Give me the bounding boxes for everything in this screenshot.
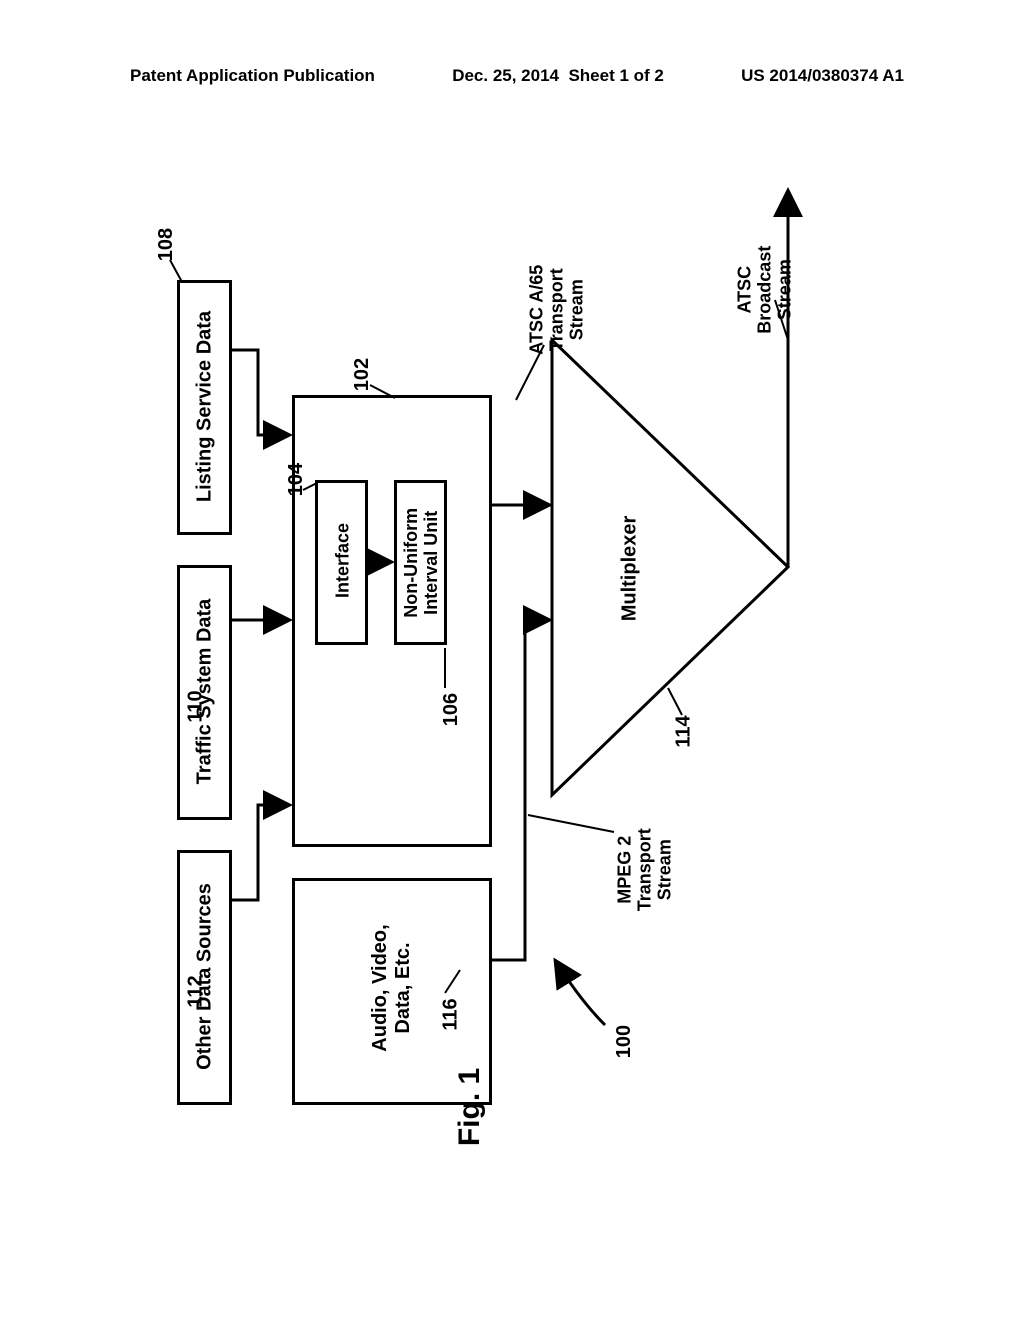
multiplexer-label: Multiplexer (619, 494, 642, 644)
diagram-lines (0, 0, 1024, 1320)
a65-stream-label: ATSC A/65 Transport Stream (527, 245, 586, 375)
broadcast-stream-label: ATSC Broadcast Stream (735, 225, 794, 355)
ref-110: 110 (185, 690, 208, 722)
ref-112: 112 (185, 975, 208, 1007)
mpeg2-stream-label: MPEG 2 Transport Stream (615, 805, 674, 935)
ref-106: 106 (440, 693, 463, 726)
ref-104: 104 (285, 463, 308, 496)
ref-102: 102 (351, 358, 374, 391)
ref-116: 116 (440, 998, 463, 1030)
ref-114: 114 (673, 715, 696, 747)
diagram-canvas: Listing Service Data Traffic System Data… (0, 0, 1024, 1320)
figure-label: Fig. 1 (453, 1037, 487, 1177)
ref-108: 108 (155, 228, 178, 261)
interface-label: Interface (333, 496, 354, 626)
page: Patent Application Publication Dec. 25, … (0, 0, 1024, 1320)
ref-100: 100 (613, 1025, 636, 1058)
av-label: Audio, Video, Data, Etc. (369, 908, 415, 1068)
nonuniform-label: Non-Uniform Interval Unit (402, 483, 442, 643)
listing-service-label: Listing Service Data (194, 287, 217, 527)
